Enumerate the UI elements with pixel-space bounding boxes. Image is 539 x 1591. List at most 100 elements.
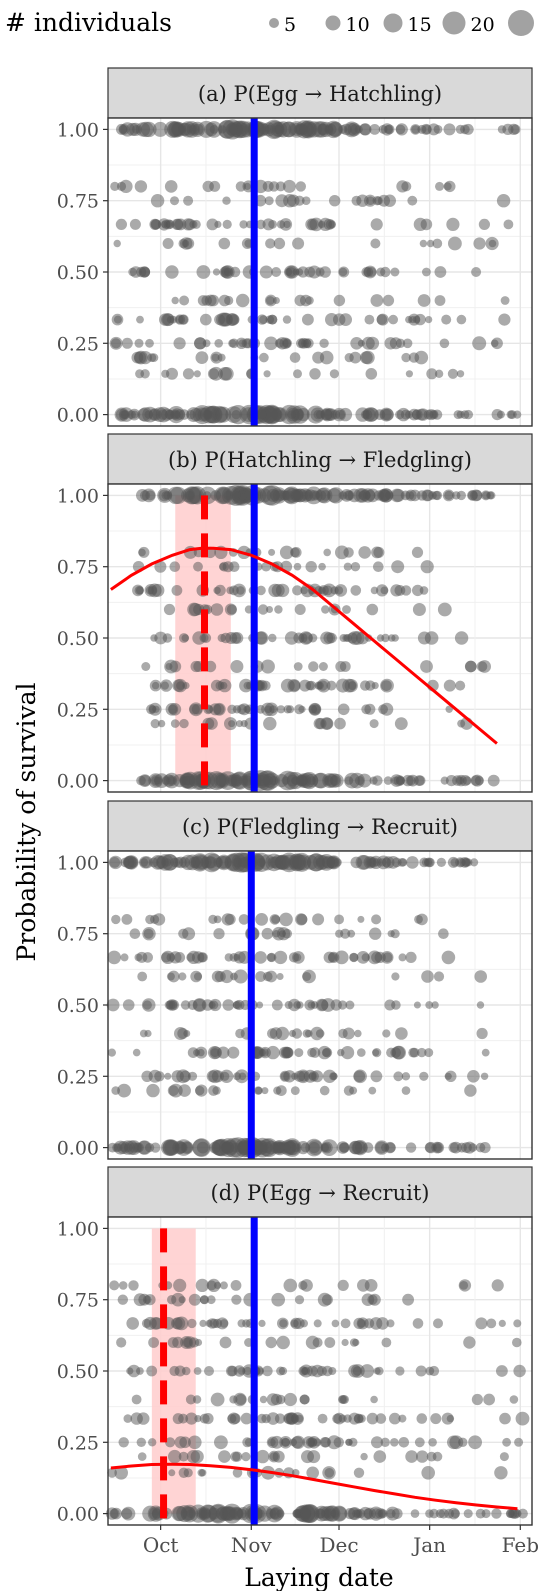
data-point [154,631,168,645]
data-point [172,1317,186,1330]
data-point [138,548,146,557]
data-point [197,295,209,306]
data-point [364,314,375,325]
data-point [126,1317,139,1330]
data-point [256,585,266,596]
data-point [291,1028,303,1039]
data-point [301,1450,314,1464]
data-point [219,1336,232,1349]
data-point [333,294,346,307]
data-point [420,660,433,673]
data-point [227,1365,238,1377]
data-point [256,704,266,714]
fit-curve [110,1462,518,1511]
data-point [471,1393,483,1406]
data-point [167,406,185,424]
y-tick-label: 0.25 [57,1066,99,1088]
data-point [129,218,141,230]
data-point [241,238,253,249]
data-point [134,338,144,348]
data-point [509,1395,519,1404]
data-point [335,661,347,672]
data-point [338,1000,348,1010]
data-point [211,1139,229,1157]
data-point [289,352,301,363]
data-point [110,181,120,191]
data-point [261,485,283,506]
data-point [215,773,229,788]
data-point [117,1083,131,1098]
data-point [226,604,237,615]
data-point [142,1295,152,1304]
data-point [150,194,165,208]
data-point [498,313,511,326]
data-point [282,179,296,193]
data-point [513,1319,522,1328]
data-point [136,1437,146,1448]
data-point [472,336,487,351]
panel-strip [107,433,533,485]
panel-strip [107,800,533,852]
data-point [185,1412,198,1425]
data-point [140,856,153,869]
data-point [272,926,286,941]
legend-size-label: 10 [346,14,370,36]
data-point [200,405,218,424]
data-point [189,408,203,422]
data-point [176,1069,191,1084]
data-point [468,1435,482,1450]
data-point [123,1414,133,1423]
data-point [390,929,400,939]
panel-title: (a) P(Egg → Hatchling) [198,82,442,106]
data-point [268,220,277,229]
data-point [145,586,154,595]
panel-strip [107,67,533,119]
data-point [151,681,160,690]
legend-size-label: 20 [471,14,495,36]
data-point [474,970,488,983]
data-point [183,1468,193,1478]
data-point [267,952,277,963]
data-point [475,1142,486,1153]
data-point [419,1071,429,1081]
data-point [463,1509,473,1519]
data-point [260,680,271,691]
data-point [434,295,446,306]
data-point [369,719,379,729]
data-point [254,951,267,964]
data-point [368,1086,377,1095]
data-point [188,1435,202,1450]
data-point [325,219,336,230]
data-point [276,705,286,714]
data-point [268,548,276,556]
data-point [353,1467,365,1479]
data-point [421,124,432,135]
data-point [401,1072,411,1081]
data-point [438,928,449,939]
data-point [165,663,173,670]
data-point [283,1141,297,1154]
data-point [358,546,372,559]
data-point [195,1507,208,1520]
data-point [369,927,382,940]
data-point [416,1413,428,1424]
data-point [357,1279,370,1292]
data-point [478,660,491,673]
data-point [240,720,248,728]
data-point [395,338,406,348]
data-point [334,914,344,925]
data-point [141,1318,152,1328]
data-point [274,605,283,614]
data-point [498,1319,506,1327]
data-point [279,1436,292,1449]
data-point [471,267,482,277]
data-point [207,368,220,380]
data-point [182,368,195,380]
data-point [122,999,135,1011]
data-point [173,774,187,788]
data-point [161,369,170,378]
data-point [441,314,452,325]
data-point [314,681,323,690]
data-point [428,1438,437,1447]
data-point [120,122,135,137]
